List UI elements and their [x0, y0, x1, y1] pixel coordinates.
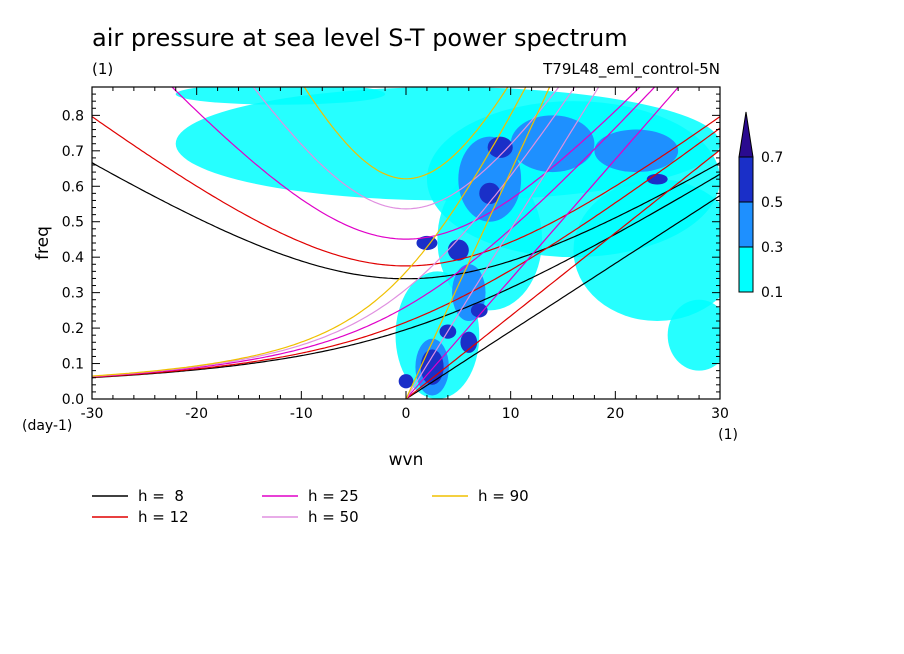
power-region-6	[667, 299, 720, 371]
curve-h12-0	[92, 116, 720, 267]
legend-label-h50: h = 50	[308, 508, 359, 526]
x-tick-label-0: -30	[81, 406, 104, 422]
curve-h90-2	[405, 87, 551, 399]
y-tick-label-1: 0.1	[62, 357, 84, 373]
power-region-19	[398, 374, 414, 389]
legend-label-h90: h = 90	[478, 487, 529, 505]
colorbar: 0.1 0.3 0.5 0.7	[738, 111, 783, 301]
y-tick-label-2: 0.2	[62, 321, 84, 337]
colorbar-segment-0	[738, 156, 754, 203]
colorbar-label-0: 0.1	[761, 285, 783, 301]
power-region-17	[479, 182, 501, 204]
legend-label-h25: h = 25	[308, 487, 359, 505]
power-region-21	[646, 173, 668, 185]
curve-h50-1	[92, 87, 576, 377]
power-region-9	[458, 136, 522, 222]
subtitle-right: T79L48_eml_control-5N	[542, 60, 720, 79]
x-axis-label: wvn	[389, 450, 424, 470]
curve-h12-1	[92, 127, 720, 378]
y-unit-label: (day-1)	[22, 418, 72, 434]
x-tick-label-3: 0	[402, 406, 411, 422]
colorbar-label-3: 0.7	[761, 150, 783, 166]
power-region-15	[470, 303, 488, 318]
power-region-5	[175, 87, 386, 105]
y-tick-label-7: 0.7	[62, 144, 84, 160]
curve-h12-2	[405, 149, 720, 399]
curve-h50-0	[252, 87, 560, 210]
x-tick-label-6: 30	[711, 406, 729, 422]
y-axis-label: freq	[33, 226, 53, 260]
legend-label-h8: h = 8	[138, 487, 184, 505]
power-contours	[175, 87, 720, 399]
curve-h8-2	[405, 195, 720, 399]
curve-h90-1	[92, 87, 527, 377]
power-region-13	[460, 331, 478, 353]
x-tick-label-4: 10	[502, 406, 520, 422]
power-region-10	[510, 115, 595, 173]
y-tick-label-0: 0.0	[62, 392, 84, 408]
axis-ticks: -30 -20 -10 0 10 20 30 0.0 0.1 0.2 0.3 0.4 0.5 0.6 0.7…	[62, 87, 729, 422]
colorbar-segment-2	[738, 246, 754, 293]
dispersion-curves	[92, 87, 720, 399]
y-tick-label-4: 0.4	[62, 250, 84, 266]
x-tick-label-1: -20	[185, 406, 208, 422]
curve-h25-2	[405, 87, 680, 399]
colorbar-segment-1	[738, 201, 754, 248]
legend-label-h12: h = 12	[138, 508, 189, 526]
power-region-18	[487, 136, 513, 158]
x-tick-label-2: -10	[290, 406, 313, 422]
colorbar-label-1: 0.3	[761, 240, 783, 256]
y-tick-label-6: 0.6	[62, 179, 84, 195]
curve-h90-0	[303, 87, 509, 180]
power-region-2	[573, 179, 720, 321]
power-region-12	[420, 349, 444, 385]
power-region-11	[594, 129, 679, 173]
curve-h50-2	[405, 87, 600, 399]
curve-h25-0	[171, 87, 641, 240]
y-tick-label-3: 0.3	[62, 286, 84, 302]
colorbar-label-2: 0.5	[761, 195, 783, 211]
x-unit-label: (1)	[718, 427, 738, 443]
curve-h8-0	[92, 162, 720, 280]
x-tick-label-5: 20	[606, 406, 624, 422]
chart-title: air pressure at sea level S-T power spec…	[92, 24, 628, 52]
colorbar-arrow	[738, 111, 754, 158]
y-tick-label-8: 0.8	[62, 108, 84, 124]
curve-h8-1	[92, 173, 720, 379]
subtitle-left: (1)	[92, 60, 113, 78]
legend: h = 8 h = 12 h = 25 h = 50 h = 90	[92, 487, 529, 526]
y-tick-label-5: 0.5	[62, 215, 84, 231]
curve-h25-1	[92, 87, 656, 378]
